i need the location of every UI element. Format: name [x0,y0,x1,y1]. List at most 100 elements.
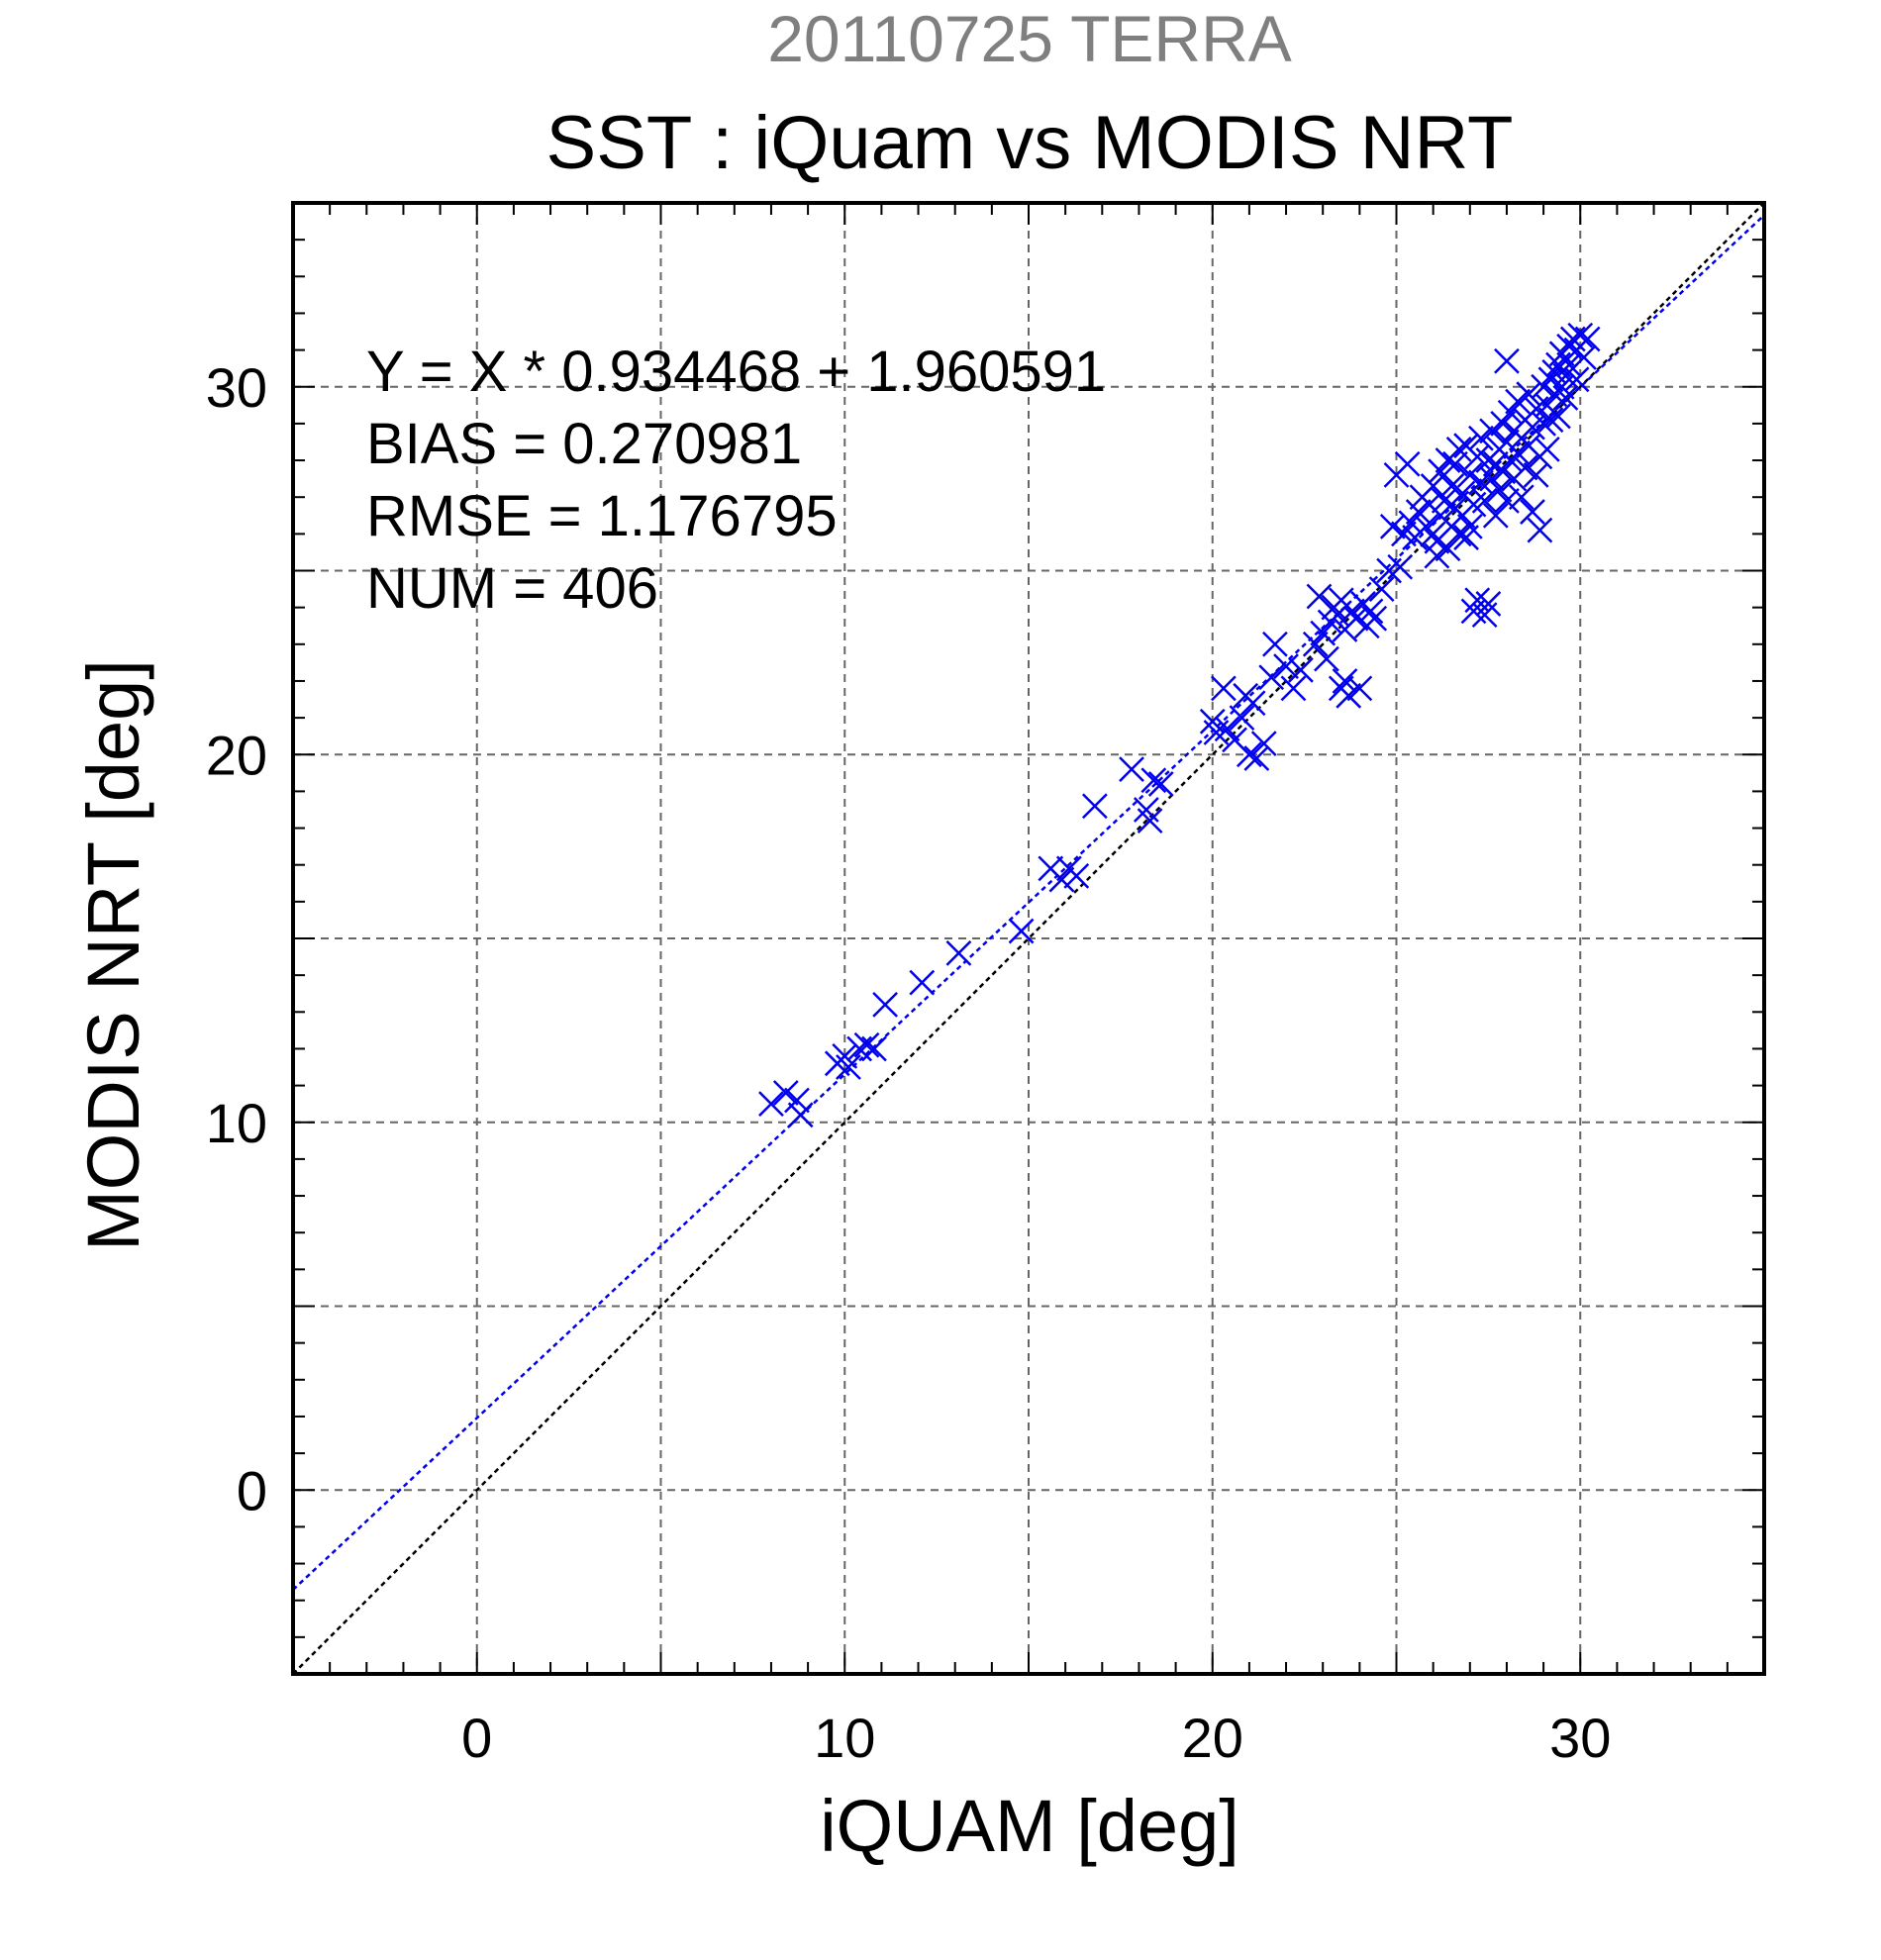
data-point [1394,450,1421,477]
x-axis-label: iQUAM [deg] [820,1785,1239,1867]
data-point [1567,322,1594,348]
stats-bias: BIAS = 0.270981 [366,412,802,476]
data-point [1527,517,1553,543]
data-point [1405,499,1432,525]
data-point-stroke [1505,388,1531,415]
data-point-stroke [787,1102,814,1128]
data-point-stroke [1237,741,1262,768]
data-point [1357,598,1384,625]
data-point-stroke [1288,656,1314,683]
data-point-stroke [1508,484,1534,511]
data-point [1211,675,1237,702]
data-point [1280,675,1307,702]
data-point-stroke [1342,605,1369,632]
data-point-stroke [1468,425,1494,451]
x-tick-label: 20 [1182,1707,1243,1769]
data-point-stroke [1527,517,1553,543]
data-point [1545,403,1571,430]
data-point [1494,347,1520,374]
data-point [1563,366,1590,393]
fit-line [292,214,1765,1591]
data-point [1431,488,1457,514]
data-point [1442,450,1468,477]
data-point [1368,576,1395,602]
data-point-stroke [1310,620,1336,646]
data-point-stroke [1516,381,1542,408]
data-point-stroke [784,1087,810,1114]
data-point-stroke [1357,598,1384,625]
data-point-stroke [1081,793,1108,820]
data-point [1229,705,1255,731]
data-point-stroke [1133,797,1159,823]
data-point [1520,499,1545,525]
data-point-stroke [1368,576,1395,602]
data-point-stroke [1545,403,1571,430]
data-point [1428,458,1453,485]
data-point [1537,366,1564,393]
data-point-stroke [1243,745,1270,771]
data-point-stroke [1534,437,1560,462]
data-point-stroke [945,939,972,966]
data-point [1516,381,1542,408]
data-point-stroke [1222,727,1247,753]
data-point-stroke [1531,411,1556,437]
data-point-stroke [1332,668,1358,694]
data-point-stroke [1486,476,1513,503]
data-point [1556,351,1582,378]
data-point [1490,458,1517,485]
data-point-stroke [1456,514,1483,539]
y-tick-label: 0 [237,1459,267,1521]
data-point-stroke [1250,731,1277,756]
data-point-stroke [1520,499,1545,525]
data-point-stroke [832,1042,858,1069]
data-point [1438,473,1465,499]
plot-frame [291,201,1766,1676]
data-point-stroke [1346,675,1373,702]
data-point-stroke [1523,462,1549,488]
data-point [1310,620,1336,646]
data-point [1456,514,1483,539]
data-point-stroke [1405,499,1432,525]
data-point-stroke [1541,359,1568,385]
data-point-stroke [1306,583,1333,610]
data-point-stroke [1563,366,1590,393]
data-point [1574,326,1601,352]
data-point [1314,645,1339,672]
data-point-stroke [853,1031,880,1058]
data-point-stroke [836,1054,861,1080]
data-point-stroke [1537,366,1564,393]
stats-num: NUM = 406 [366,556,658,621]
data-point-stroke [1445,437,1472,462]
data-point-stroke [1456,462,1483,488]
data-point [1494,488,1520,514]
data-point [1468,425,1494,451]
data-point-stroke [1280,675,1307,702]
data-point [1512,454,1538,481]
data-point-stroke [1140,767,1167,794]
data-point [1508,484,1534,511]
y-tick-label: 10 [206,1092,267,1154]
data-point [1505,440,1531,466]
data-point [1147,771,1174,797]
data-point-stroke [758,1091,784,1118]
data-point [784,1087,810,1114]
data-point-stroke [1008,918,1035,944]
data-point-stroke [1567,322,1594,348]
data-point [1262,631,1288,657]
data-point [1342,605,1369,632]
chart-date-title: 20110725 TERRA [767,2,1292,75]
data-point [1361,605,1388,632]
stats-equation: Y = X * 0.934468 + 1.960591 [366,340,1106,404]
data-point [1008,918,1035,944]
data-point-stroke [1424,542,1450,569]
data-point [909,969,936,996]
y-tick-label: 20 [206,724,267,786]
data-point-stroke [1494,488,1520,514]
data-point [1048,866,1075,893]
data-point-stroke [1229,705,1255,731]
data-point-stroke [1574,326,1601,352]
data-point [1332,668,1358,694]
data-point-stroke [1339,598,1365,625]
data-point-stroke [1211,675,1237,702]
